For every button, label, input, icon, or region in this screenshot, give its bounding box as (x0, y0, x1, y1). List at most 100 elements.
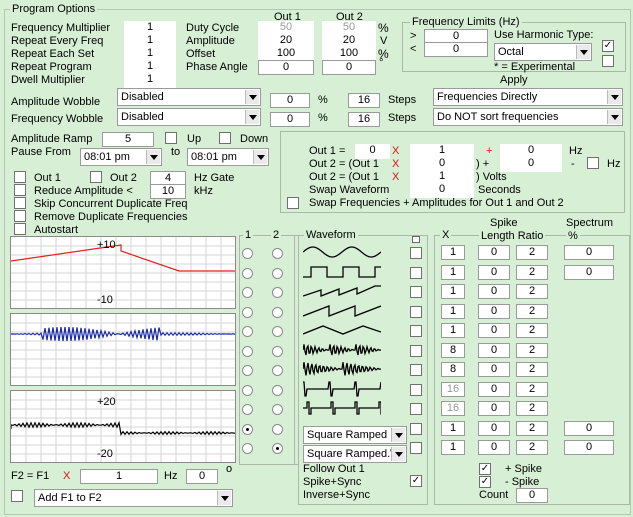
spike-ratio-input[interactable]: 2 (516, 323, 548, 338)
waveform-out1-radio[interactable] (242, 385, 253, 396)
amplitude-wobble-select[interactable]: Disabled (117, 88, 261, 106)
spike-ratio-input[interactable]: 2 (516, 304, 548, 319)
frequency-wobble-steps[interactable]: 16 (348, 112, 380, 127)
amplitude-wobble-steps[interactable]: 16 (348, 93, 380, 108)
spike-length-input[interactable]: 0 (478, 382, 510, 397)
waveform-x-input[interactable]: 1 (441, 245, 465, 260)
waveform-out1-radio[interactable] (242, 307, 253, 318)
spike-ratio-input[interactable]: 2 (516, 265, 548, 280)
gate-out2-checkbox[interactable] (90, 171, 102, 183)
ramp-down-checkbox[interactable] (219, 132, 231, 144)
spike-ratio-input[interactable]: 2 (516, 401, 548, 416)
waveform-enable-checkbox[interactable] (410, 442, 422, 454)
amplitude-out2[interactable]: 20 (322, 34, 376, 49)
waveform-out1-radio[interactable] (242, 346, 253, 357)
spectrum-pct-input[interactable]: 0 (564, 440, 614, 455)
spike-sync-checkbox[interactable]: ✓ (410, 475, 422, 487)
spike-ratio-input[interactable]: 2 (516, 440, 548, 455)
waveform-out1-radio[interactable] (242, 424, 253, 435)
waveform-out2-radio[interactable] (272, 424, 283, 435)
custom-waveform-select-1[interactable]: Square Ramped (303, 426, 407, 444)
duty-cycle-out1[interactable]: 50 (258, 21, 314, 36)
harmonic-type-select[interactable]: Octal (494, 43, 592, 61)
waveform-enable-checkbox[interactable] (410, 325, 422, 337)
waveform-out2-radio[interactable] (272, 248, 283, 259)
waveform-out2-radio[interactable] (272, 385, 283, 396)
spike-length-input[interactable]: 0 (478, 362, 510, 377)
offset-out2[interactable]: 100 (322, 47, 376, 62)
count-input[interactable]: 0 (516, 488, 548, 503)
f2-enable-checkbox[interactable] (11, 490, 23, 502)
out1-eq-b[interactable]: 1 (410, 144, 474, 159)
waveform-x-input[interactable]: 1 (441, 265, 465, 280)
spike-ratio-input[interactable]: 2 (516, 382, 548, 397)
out1-eq-c[interactable]: 0 (500, 144, 562, 159)
repeat-every-freq-input[interactable]: 1 (124, 34, 176, 49)
waveform-x-input[interactable]: 16 (441, 382, 465, 397)
waveform-x-input[interactable]: 8 (441, 343, 465, 358)
reduce-khz-input[interactable]: 10 (150, 184, 186, 199)
waveform-x-input[interactable]: 16 (441, 401, 465, 416)
waveform-enable-checkbox[interactable] (410, 345, 422, 357)
custom-waveform-select-2[interactable]: Square Ramped.W (303, 445, 407, 463)
waveform-enable-checkbox[interactable] (410, 247, 422, 259)
remove-duplicate-checkbox[interactable] (14, 210, 26, 222)
spike-ratio-input[interactable]: 2 (516, 284, 548, 299)
pause-from-select[interactable]: 08:01 pm (80, 148, 162, 166)
ramp-up-checkbox[interactable] (165, 132, 177, 144)
spike-length-input[interactable]: 0 (478, 284, 510, 299)
waveform-out2-radio[interactable] (272, 346, 283, 357)
plus-spike-checkbox[interactable]: ✓ (479, 463, 491, 475)
out2-eq-c[interactable]: 0 (500, 157, 562, 172)
waveform-out1-radio[interactable] (242, 365, 253, 376)
waveform-out2-radio[interactable] (272, 365, 283, 376)
spectrum-pct-input[interactable]: 0 (564, 265, 614, 280)
swap-out-checkbox[interactable] (287, 197, 299, 209)
experimental-checkbox[interactable] (602, 55, 614, 67)
spectrum-pct-input[interactable]: 0 (564, 245, 614, 260)
dwell-multiplier-input[interactable]: 1 (124, 73, 176, 88)
spectrum-pct-input[interactable]: 0 (564, 421, 614, 436)
skip-duplicate-checkbox[interactable] (14, 197, 26, 209)
phase-angle-out2[interactable]: 0 (322, 60, 376, 75)
waveform-enable-checkbox[interactable] (410, 403, 422, 415)
autostart-checkbox[interactable] (14, 223, 26, 235)
waveform-x-input[interactable]: 1 (441, 440, 465, 455)
waveform-enable-checkbox[interactable] (410, 267, 422, 279)
spike-length-input[interactable]: 0 (478, 323, 510, 338)
waveform-enable-checkbox[interactable] (410, 384, 422, 396)
pause-to-select[interactable]: 08:01 pm (187, 148, 269, 166)
freq-multiplier-input[interactable]: 1 (124, 21, 176, 36)
out2-volts-b[interactable]: 1 (410, 170, 474, 185)
amplitude-out1[interactable]: 20 (258, 34, 314, 49)
freq-max-input[interactable]: 0 (424, 42, 488, 57)
waveform-enable-checkbox[interactable] (410, 364, 422, 376)
waveform-x-input[interactable]: 8 (441, 362, 465, 377)
out2-eq-b[interactable]: 0 (410, 157, 474, 172)
repeat-program-input[interactable]: 1 (124, 60, 176, 75)
phase-angle-out1[interactable]: 0 (258, 60, 314, 75)
waveform-enable-checkbox[interactable] (410, 306, 422, 318)
spike-length-input[interactable]: 0 (478, 401, 510, 416)
f2-mode-select[interactable]: Add F1 to F2 (34, 489, 233, 507)
f2-hz-input[interactable]: 0 (186, 469, 218, 484)
waveform-out2-radio[interactable] (272, 404, 283, 415)
minus-spike-checkbox[interactable]: ✓ (479, 476, 491, 488)
spike-ratio-input[interactable]: 2 (516, 362, 548, 377)
amplitude-ramp-input[interactable]: 5 (102, 132, 154, 147)
waveform-out2-radio[interactable] (272, 326, 283, 337)
waveform-out2-radio[interactable] (272, 307, 283, 318)
waveform-x-input[interactable]: 1 (441, 284, 465, 299)
spike-length-input[interactable]: 0 (478, 343, 510, 358)
duty-cycle-out2[interactable]: 50 (322, 21, 376, 36)
apply-select[interactable]: Frequencies Directly (433, 88, 623, 106)
frequency-wobble-select[interactable]: Disabled (117, 108, 261, 126)
waveform-out2-radio[interactable] (272, 287, 283, 298)
spike-length-input[interactable]: 0 (478, 440, 510, 455)
reduce-amplitude-checkbox[interactable] (14, 184, 26, 196)
waveform-x-input[interactable]: 1 (441, 304, 465, 319)
gate-out1-checkbox[interactable] (14, 171, 26, 183)
waveform-out1-radio[interactable] (242, 287, 253, 298)
sort-select[interactable]: Do NOT sort frequencies (433, 108, 623, 126)
waveform-out1-radio[interactable] (242, 404, 253, 415)
